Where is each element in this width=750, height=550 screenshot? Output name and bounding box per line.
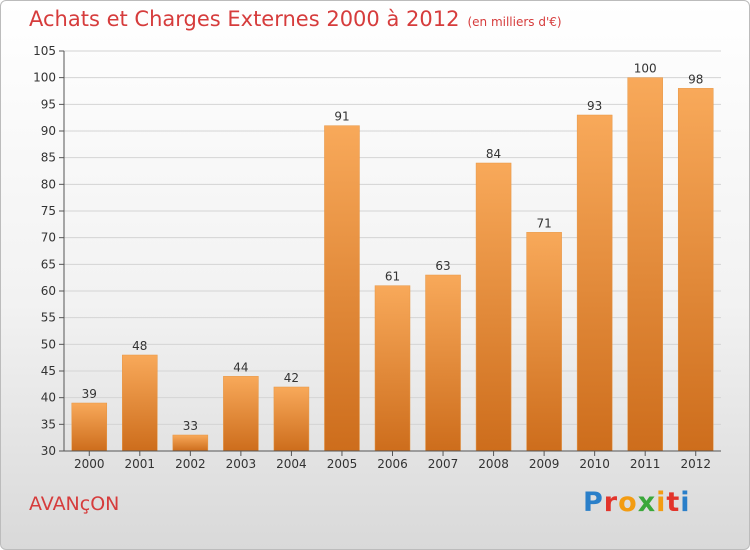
logo-letter: P [583, 487, 604, 518]
axes: 30 35 40 45 50 55 60 65 70 75 80 85 90 95 100 105 2000 20… [33, 44, 721, 471]
x-tick-label-2006: 2006 [377, 457, 408, 471]
bar-2001 [122, 354, 158, 452]
bar-2002 [172, 434, 209, 452]
logo-letter: x [637, 487, 657, 518]
x-tick-label-2002: 2002 [175, 457, 206, 471]
data-label-2003: 44 [233, 360, 248, 374]
y-tick-label: 40 [41, 391, 56, 405]
data-label-2012: 98 [688, 72, 703, 86]
y-tick-label: 50 [41, 337, 56, 351]
chart-title-text: Achats et Charges Externes 2000 à 2012 [29, 7, 460, 31]
data-label-2001: 48 [132, 339, 147, 353]
data-label-2005: 91 [334, 110, 349, 124]
y-tick-label: 90 [41, 124, 56, 138]
logo-letter: o [618, 487, 638, 518]
proxiti-logo[interactable]: Proxiti [583, 487, 691, 518]
bar-2012 [677, 88, 714, 452]
x-tick-label-2005: 2005 [327, 457, 358, 471]
x-tick-label-2001: 2001 [125, 457, 156, 471]
y-tick-label: 45 [41, 364, 56, 378]
data-label-2009: 71 [536, 216, 551, 230]
y-tick-label: 30 [41, 444, 56, 458]
x-tick-label-2004: 2004 [276, 457, 307, 471]
data-label-2007: 63 [435, 259, 450, 273]
chart-title: Achats et Charges Externes 2000 à 2012 (e… [29, 7, 562, 31]
chart-unit: (en milliers d'€) [467, 15, 562, 29]
x-tick-label-2012: 2012 [680, 457, 711, 471]
bars: 39 48 33 44 42 91 61 63 84 71 93 100 98 [71, 62, 714, 452]
y-tick-label: 65 [41, 257, 56, 271]
x-tick-label-2011: 2011 [630, 457, 661, 471]
bar-2004 [273, 386, 310, 452]
bar-2011 [627, 77, 663, 452]
bar-2003 [223, 376, 259, 452]
bar-2010 [576, 114, 613, 452]
y-tick-label: 35 [41, 417, 56, 431]
x-tick-label-2000: 2000 [74, 457, 105, 471]
data-label-2011: 100 [634, 62, 657, 76]
bar-2006 [374, 285, 411, 452]
logo-letter: r [603, 487, 619, 518]
bar-2007 [425, 274, 461, 452]
commune-name: AVANçON [29, 493, 120, 515]
y-tick-label: 105 [33, 44, 56, 58]
data-label-2002: 33 [183, 419, 198, 433]
y-tick-label: 95 [41, 97, 56, 111]
y-tick-label: 75 [41, 204, 56, 218]
bar-2009 [526, 232, 562, 452]
data-label-2008: 84 [486, 147, 501, 161]
logo-letter: i [680, 487, 691, 518]
bar-2008 [475, 162, 512, 452]
y-tick-label: 100 [33, 71, 56, 85]
x-tick-label-2008: 2008 [478, 457, 509, 471]
data-label-2010: 93 [587, 99, 602, 113]
bar-2000 [71, 402, 108, 452]
data-label-2000: 39 [82, 387, 97, 401]
data-label-2006: 61 [385, 270, 400, 284]
y-tick-label: 70 [41, 231, 56, 245]
logo-letter: t [666, 487, 681, 518]
y-tick-label: 80 [41, 177, 56, 191]
bar-2005 [324, 125, 360, 452]
data-label-2004: 42 [284, 371, 299, 385]
y-tick-label: 85 [41, 151, 56, 165]
x-tick-label-2010: 2010 [579, 457, 610, 471]
y-tick-label: 60 [41, 284, 56, 298]
x-tick-label-2009: 2009 [529, 457, 560, 471]
y-tick-label: 55 [41, 311, 56, 325]
logo-letter: i [656, 487, 667, 518]
x-tick-label-2003: 2003 [226, 457, 257, 471]
x-tick-label-2007: 2007 [428, 457, 459, 471]
